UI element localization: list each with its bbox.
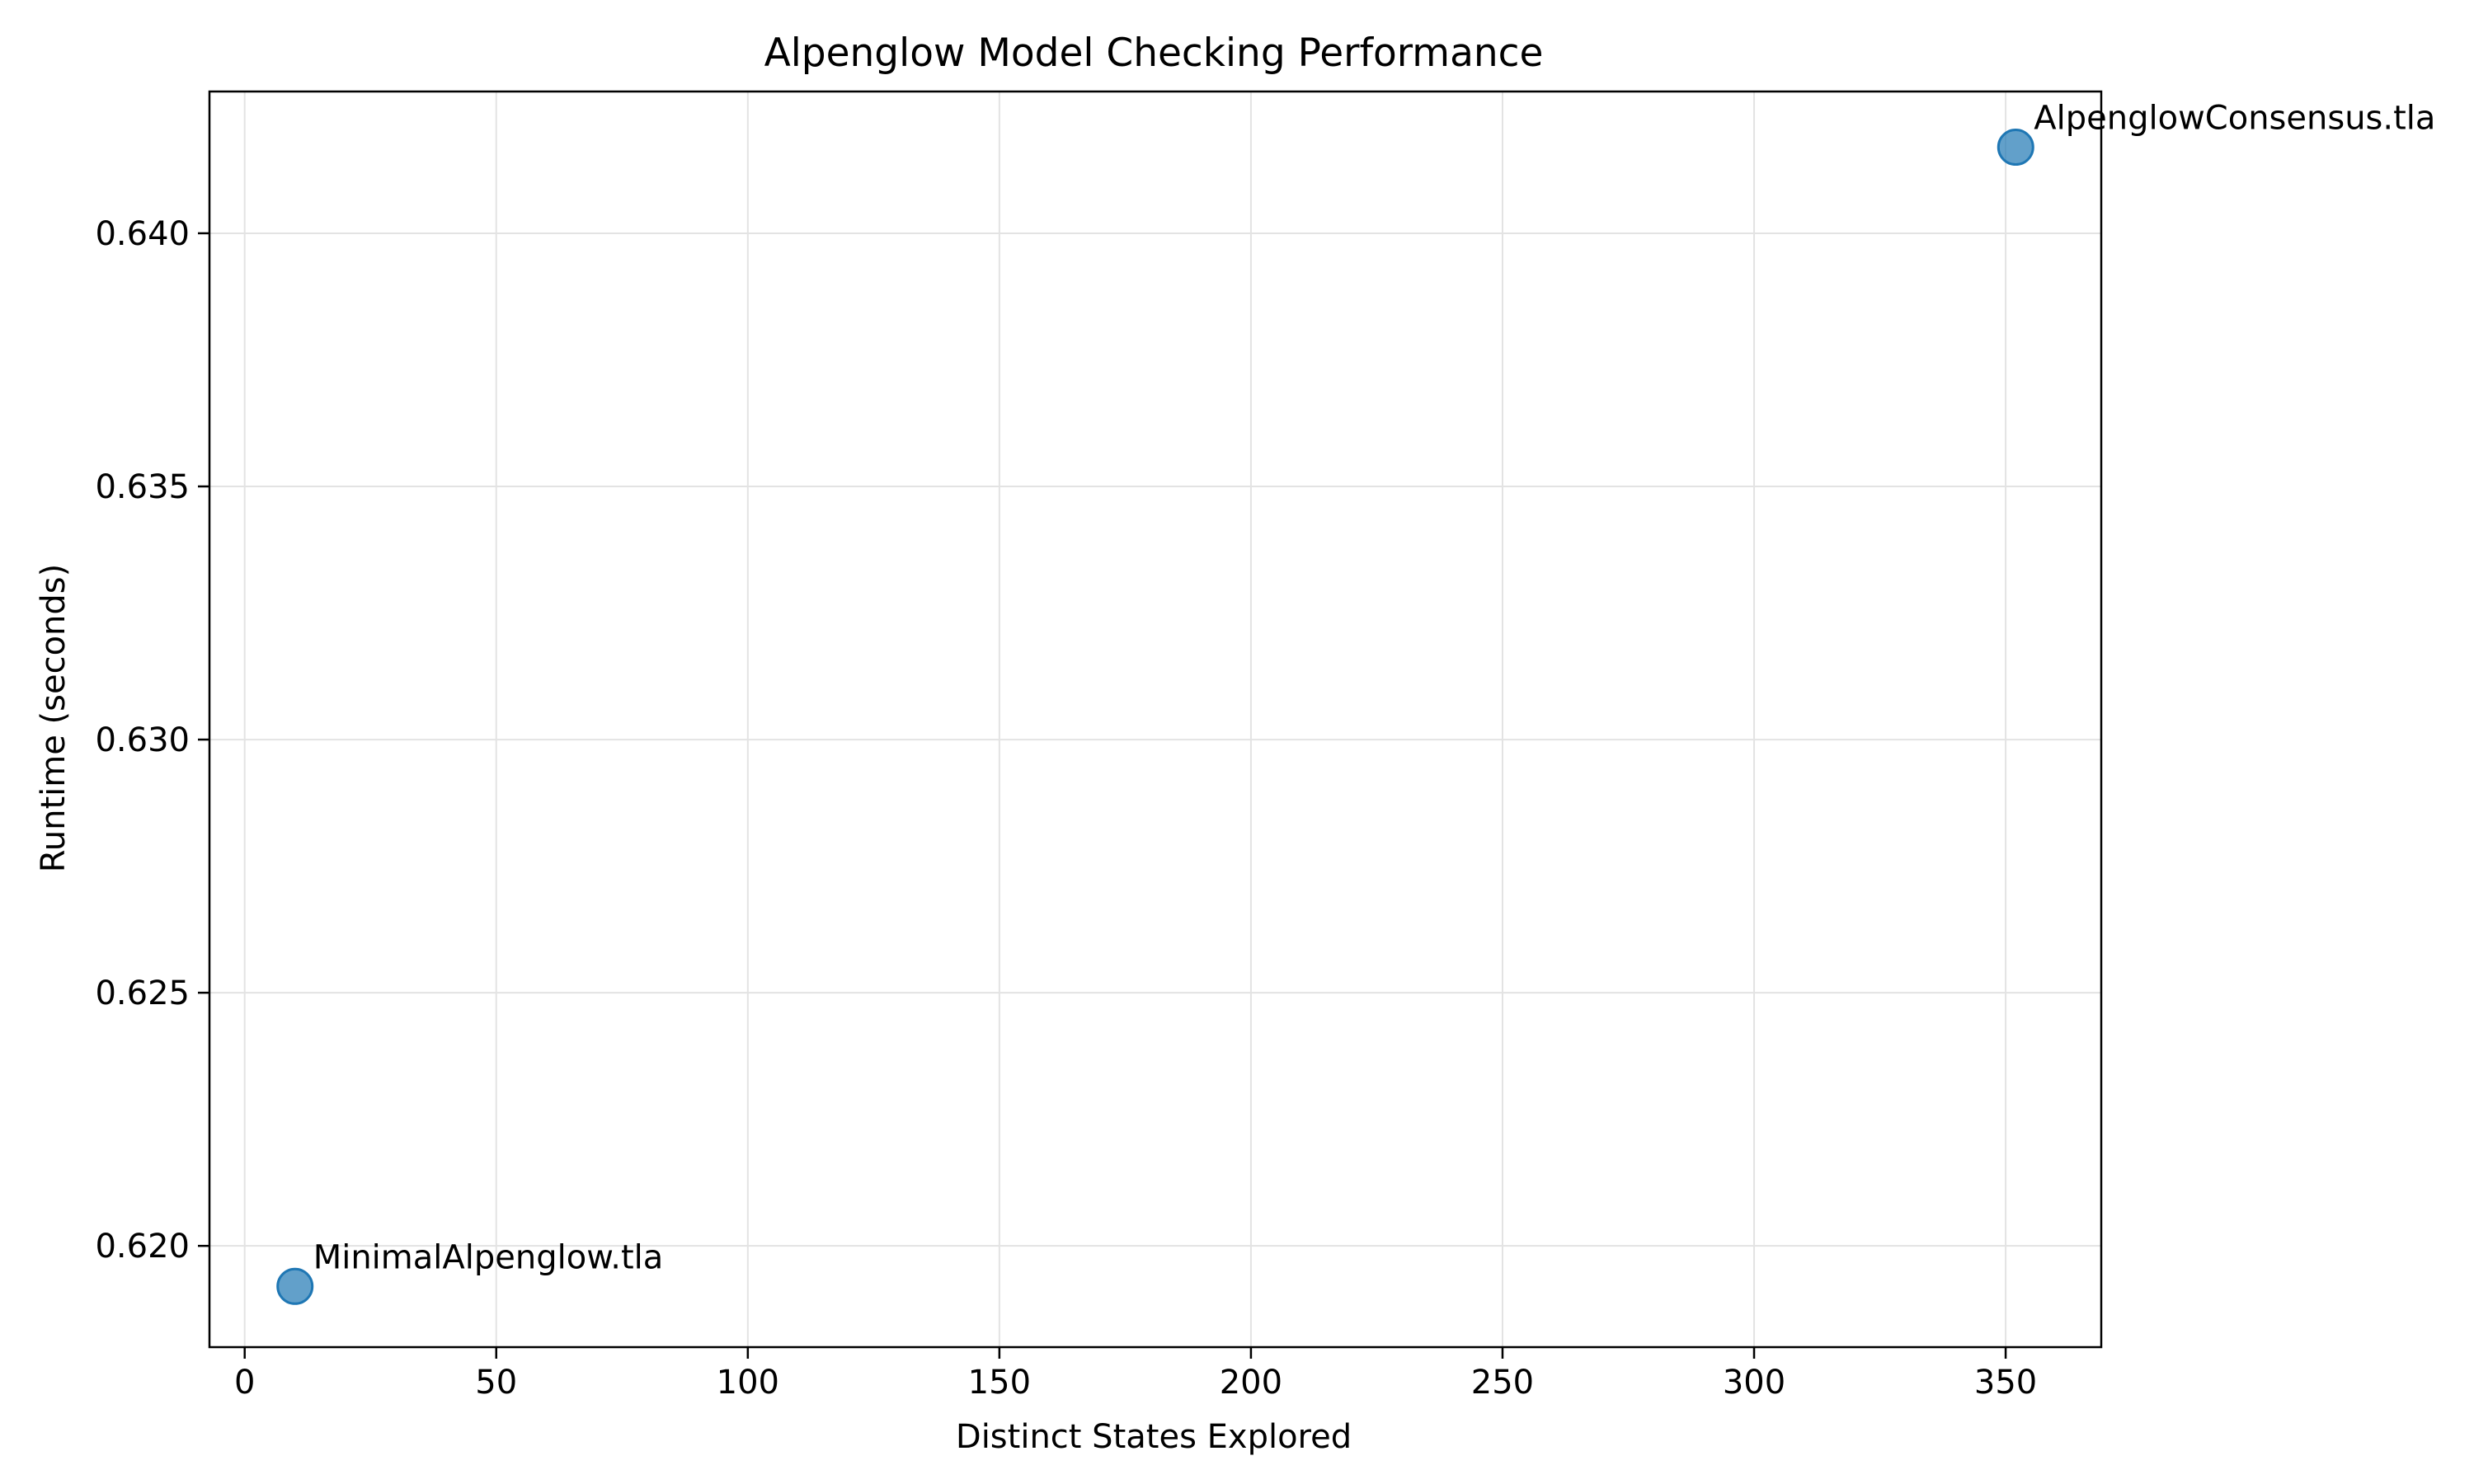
point-label: AlpenglowConsensus.tla <box>2034 100 2435 138</box>
data-point <box>276 1267 314 1305</box>
x-tick-label: 50 <box>475 1364 517 1402</box>
x-tick-label: 100 <box>717 1364 779 1402</box>
point-labels: MinimalAlpenglow.tla AlpenglowConsensus.t… <box>313 100 2436 1277</box>
x-tick-label: 150 <box>968 1364 1031 1402</box>
x-tick-label: 0 <box>234 1364 255 1402</box>
y-axis-ticks: 0.620 0.625 0.630 0.635 0.640 <box>95 215 209 1266</box>
data-points <box>276 129 2034 1305</box>
chart-title: Alpenglow Model Checking Performance <box>764 31 1544 76</box>
x-axis-label: Distinct States Explored <box>956 1418 1352 1456</box>
grid-lines <box>209 92 2101 1347</box>
y-tick-label: 0.625 <box>95 974 190 1012</box>
y-axis-label: Runtime (seconds) <box>35 564 73 873</box>
y-tick-label: 0.620 <box>95 1228 190 1266</box>
x-tick-label: 250 <box>1471 1364 1534 1402</box>
x-axis-ticks: 0 50 100 150 200 250 300 350 <box>234 1347 2037 1402</box>
point-label: MinimalAlpenglow.tla <box>313 1238 664 1276</box>
plot-area-frame <box>208 90 2103 1349</box>
y-tick-label: 0.635 <box>95 468 190 506</box>
y-tick-label: 0.630 <box>95 721 190 759</box>
x-tick-label: 200 <box>1220 1364 1282 1402</box>
x-tick-label: 350 <box>1974 1364 2037 1402</box>
x-tick-label: 300 <box>1723 1364 1785 1402</box>
data-point <box>1997 129 2034 167</box>
y-tick-label: 0.640 <box>95 215 190 253</box>
